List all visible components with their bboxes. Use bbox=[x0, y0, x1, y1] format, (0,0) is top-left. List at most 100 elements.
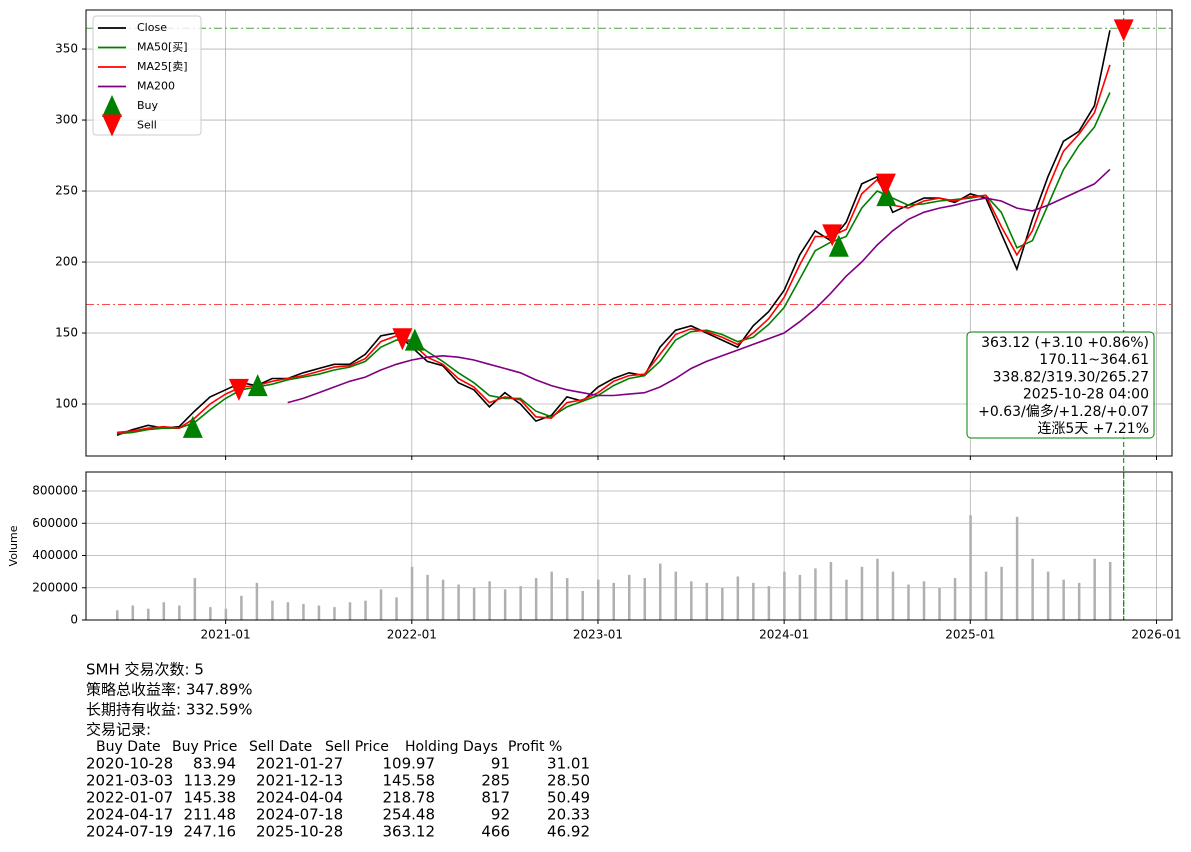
volume-bar bbox=[736, 576, 740, 620]
x-tick-label: 2026-01 bbox=[1131, 628, 1181, 642]
table-cell: 363.12 bbox=[383, 823, 436, 841]
volume-bar bbox=[798, 574, 802, 620]
volume-bar bbox=[534, 578, 538, 620]
legend-label: MA50[买] bbox=[137, 41, 188, 54]
trade-marker bbox=[828, 234, 849, 257]
volume-bar bbox=[426, 574, 429, 620]
volume-bar bbox=[286, 602, 290, 620]
volume-bar bbox=[1077, 582, 1081, 620]
volume-bar bbox=[224, 608, 228, 620]
table-cell: 20.33 bbox=[547, 806, 590, 824]
annotation-text: 连涨5天 +7.21% bbox=[1037, 421, 1149, 437]
volume-bar bbox=[240, 595, 243, 620]
volume-bar bbox=[271, 600, 274, 620]
y-tick-label: 200000 bbox=[32, 580, 78, 594]
table-cell: 2024-07-19 bbox=[86, 823, 173, 841]
series-line bbox=[116, 64, 1111, 434]
volume-bar bbox=[876, 558, 879, 620]
volume-bar bbox=[783, 571, 786, 620]
volume-bar bbox=[938, 587, 941, 620]
volume-bar bbox=[550, 571, 553, 620]
table-cell: 109.97 bbox=[383, 755, 436, 773]
y-axis-label: Volume bbox=[7, 525, 20, 566]
report-line: 策略总收益率: 347.89% bbox=[86, 681, 253, 699]
volume-bar bbox=[565, 578, 569, 620]
table-cell: 254.48 bbox=[383, 806, 436, 824]
volume-bar bbox=[1015, 516, 1019, 620]
volume-bar bbox=[581, 590, 584, 620]
x-tick-label: 2021-01 bbox=[201, 628, 251, 642]
trade-marker bbox=[822, 224, 843, 247]
table-cell: 113.29 bbox=[184, 772, 237, 790]
volume-bar bbox=[674, 571, 678, 620]
volume-bar bbox=[705, 582, 709, 620]
table-cell: 50.49 bbox=[547, 789, 590, 807]
legend-label: Sell bbox=[137, 119, 157, 132]
table-header: Holding Days bbox=[405, 739, 498, 755]
table-cell: 2024-07-18 bbox=[256, 806, 343, 824]
table-cell: 466 bbox=[481, 823, 510, 841]
table-cell: 2022-01-07 bbox=[86, 789, 173, 807]
volume-bar bbox=[1062, 579, 1065, 620]
volume-bar bbox=[178, 605, 181, 620]
annotation-text: 170.11~364.61 bbox=[1039, 352, 1149, 368]
trade-marker bbox=[247, 374, 268, 397]
annotation-text: 2025-10-28 04:00 bbox=[1023, 387, 1149, 403]
volume-bar bbox=[907, 584, 910, 620]
axes-frame bbox=[85, 9, 1173, 457]
volume-bar bbox=[829, 561, 833, 620]
volume-bar bbox=[348, 602, 352, 620]
y-tick-label: 350 bbox=[55, 42, 78, 56]
table-cell: 31.01 bbox=[547, 755, 590, 773]
legend-label: MA25[卖] bbox=[137, 60, 188, 73]
report-line: SMH 交易次数: 5 bbox=[86, 661, 204, 679]
volume-bar bbox=[721, 587, 724, 620]
axes-frame bbox=[85, 471, 1173, 621]
x-tick-label: 2022-01 bbox=[387, 628, 437, 642]
volume-bar bbox=[984, 571, 988, 620]
volume-bar bbox=[364, 600, 367, 620]
series-line bbox=[116, 92, 1111, 435]
volume-bar bbox=[1031, 558, 1034, 620]
table-header: Sell Date bbox=[249, 739, 312, 755]
table-cell: 2025-10-28 bbox=[256, 823, 343, 841]
table-header: Buy Price bbox=[172, 739, 237, 755]
table-cell: 247.16 bbox=[184, 823, 237, 841]
y-tick-label: 250 bbox=[55, 184, 78, 198]
table-cell: 92 bbox=[491, 806, 510, 824]
trade-marker bbox=[228, 378, 249, 401]
volume-bar bbox=[891, 571, 895, 620]
table-cell: 2024-04-04 bbox=[256, 789, 343, 807]
x-tick-label: 2024-01 bbox=[759, 628, 809, 642]
y-tick-label: 0 bbox=[70, 613, 78, 627]
volume-bar bbox=[690, 581, 693, 620]
y-tick-label: 200 bbox=[55, 255, 78, 269]
volume-bar bbox=[255, 582, 259, 620]
table-cell: 817 bbox=[481, 789, 510, 807]
volume-bar bbox=[116, 610, 119, 620]
table-header: Profit % bbox=[508, 739, 562, 755]
volume-bar bbox=[209, 607, 212, 620]
table-cell: 218.78 bbox=[383, 789, 436, 807]
volume-bar bbox=[659, 563, 662, 620]
annotation-text: 363.12 (+3.10 +0.86%) bbox=[981, 335, 1149, 351]
report-line: 长期持有收益: 332.59% bbox=[86, 701, 253, 719]
volume-bar bbox=[922, 581, 926, 620]
trade-marker bbox=[404, 328, 425, 351]
annotation-box bbox=[966, 331, 1155, 439]
volume-bar bbox=[379, 589, 383, 620]
y-tick-label: 800000 bbox=[32, 484, 78, 498]
legend-label: MA200 bbox=[137, 80, 175, 93]
volume-bar bbox=[519, 586, 522, 620]
volume-bar bbox=[395, 597, 398, 620]
y-tick-label: 300 bbox=[55, 113, 78, 127]
table-header: Sell Price bbox=[325, 739, 389, 755]
volume-bar bbox=[628, 574, 631, 620]
table-cell: 285 bbox=[481, 772, 510, 790]
trade-marker bbox=[875, 173, 896, 196]
volume-bar bbox=[333, 607, 336, 620]
table-cell: 2021-01-27 bbox=[256, 755, 343, 773]
volume-bar bbox=[162, 602, 166, 620]
table-cell: 145.58 bbox=[383, 772, 436, 790]
